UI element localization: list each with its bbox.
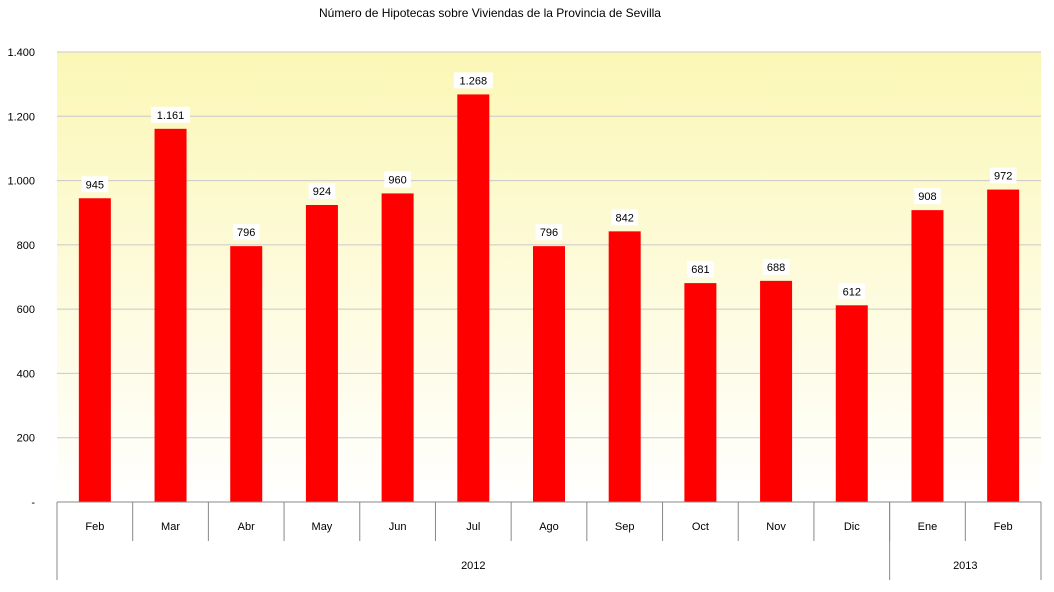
data-label: 1.161 — [157, 110, 185, 122]
bar — [760, 280, 793, 502]
x-category-label: Sep — [615, 521, 635, 533]
y-tick-label: - — [31, 497, 35, 509]
x-group-label: 2012 — [461, 560, 485, 572]
x-category-label: Mar — [161, 521, 180, 533]
x-axis: Feb Mar Abr May Jun Jul Ago Sep Oct Nov Dic Ene Feb 2… — [56, 501, 1042, 580]
y-tick-label: 1.200 — [7, 111, 35, 123]
bar — [684, 283, 717, 502]
data-label: 960 — [388, 174, 406, 186]
bar — [78, 198, 111, 502]
x-group-label: 2013 — [953, 560, 977, 572]
data-label: 924 — [313, 186, 331, 198]
data-label: 842 — [616, 212, 634, 224]
bars — [78, 94, 1020, 503]
data-label: 945 — [86, 179, 104, 191]
bar — [230, 246, 263, 502]
x-category-label: Nov — [766, 521, 786, 533]
data-label-box — [81, 176, 109, 193]
bar — [457, 94, 490, 502]
bar — [381, 193, 414, 502]
y-tick-label: 1.000 — [7, 176, 35, 188]
chart-title: Número de Hipotecas sobre Viviendas de l… — [319, 6, 661, 20]
data-labels: 945 1.161 796 924 960 1.268 796 842 681 688 612 908… — [81, 72, 1017, 300]
data-label: 908 — [918, 191, 936, 203]
x-category-label: Dic — [844, 521, 860, 533]
data-label-box — [914, 188, 941, 205]
x-category-label: May — [312, 521, 333, 533]
y-tick-label: 1.400 — [7, 47, 35, 59]
y-tick-label: 400 — [17, 368, 35, 380]
data-label-box — [151, 106, 191, 123]
data-label: 681 — [691, 264, 709, 276]
data-label: 1.268 — [460, 75, 488, 87]
bar — [154, 128, 187, 503]
data-label-box — [232, 224, 260, 241]
data-label-box — [611, 209, 638, 226]
data-label: 796 — [540, 227, 558, 239]
data-label: 612 — [843, 286, 861, 298]
bar — [608, 231, 641, 502]
data-label-box — [453, 72, 493, 89]
x-category-label: Ene — [918, 521, 938, 533]
x-category-label: Abr — [238, 521, 255, 533]
data-label-box — [989, 167, 1017, 184]
data-label-box — [308, 183, 336, 199]
data-label-box — [838, 283, 866, 300]
y-axis-ticks: - 200 400 600 800 1.000 1.200 1.400 — [7, 47, 35, 509]
x-category-label: Feb — [994, 521, 1013, 533]
bar — [911, 210, 944, 502]
data-label-box — [687, 261, 714, 278]
data-label-box — [535, 224, 563, 241]
x-category-label: Jul — [466, 521, 480, 533]
x-category-label: Oct — [692, 521, 709, 533]
data-label: 972 — [994, 171, 1012, 183]
y-tick-label: 800 — [17, 240, 35, 252]
data-label: 796 — [237, 227, 255, 239]
y-tick-label: 200 — [17, 433, 35, 445]
bar — [305, 205, 338, 502]
x-category-label: Ago — [539, 521, 559, 533]
bar — [835, 305, 868, 502]
x-category-label: Feb — [85, 521, 104, 533]
bar — [987, 189, 1020, 503]
data-label-box — [762, 258, 790, 275]
bar — [533, 246, 565, 502]
x-category-label: Jun — [389, 521, 407, 533]
data-label: 688 — [767, 262, 785, 274]
data-label-box — [384, 171, 411, 188]
y-tick-label: 600 — [17, 304, 35, 316]
